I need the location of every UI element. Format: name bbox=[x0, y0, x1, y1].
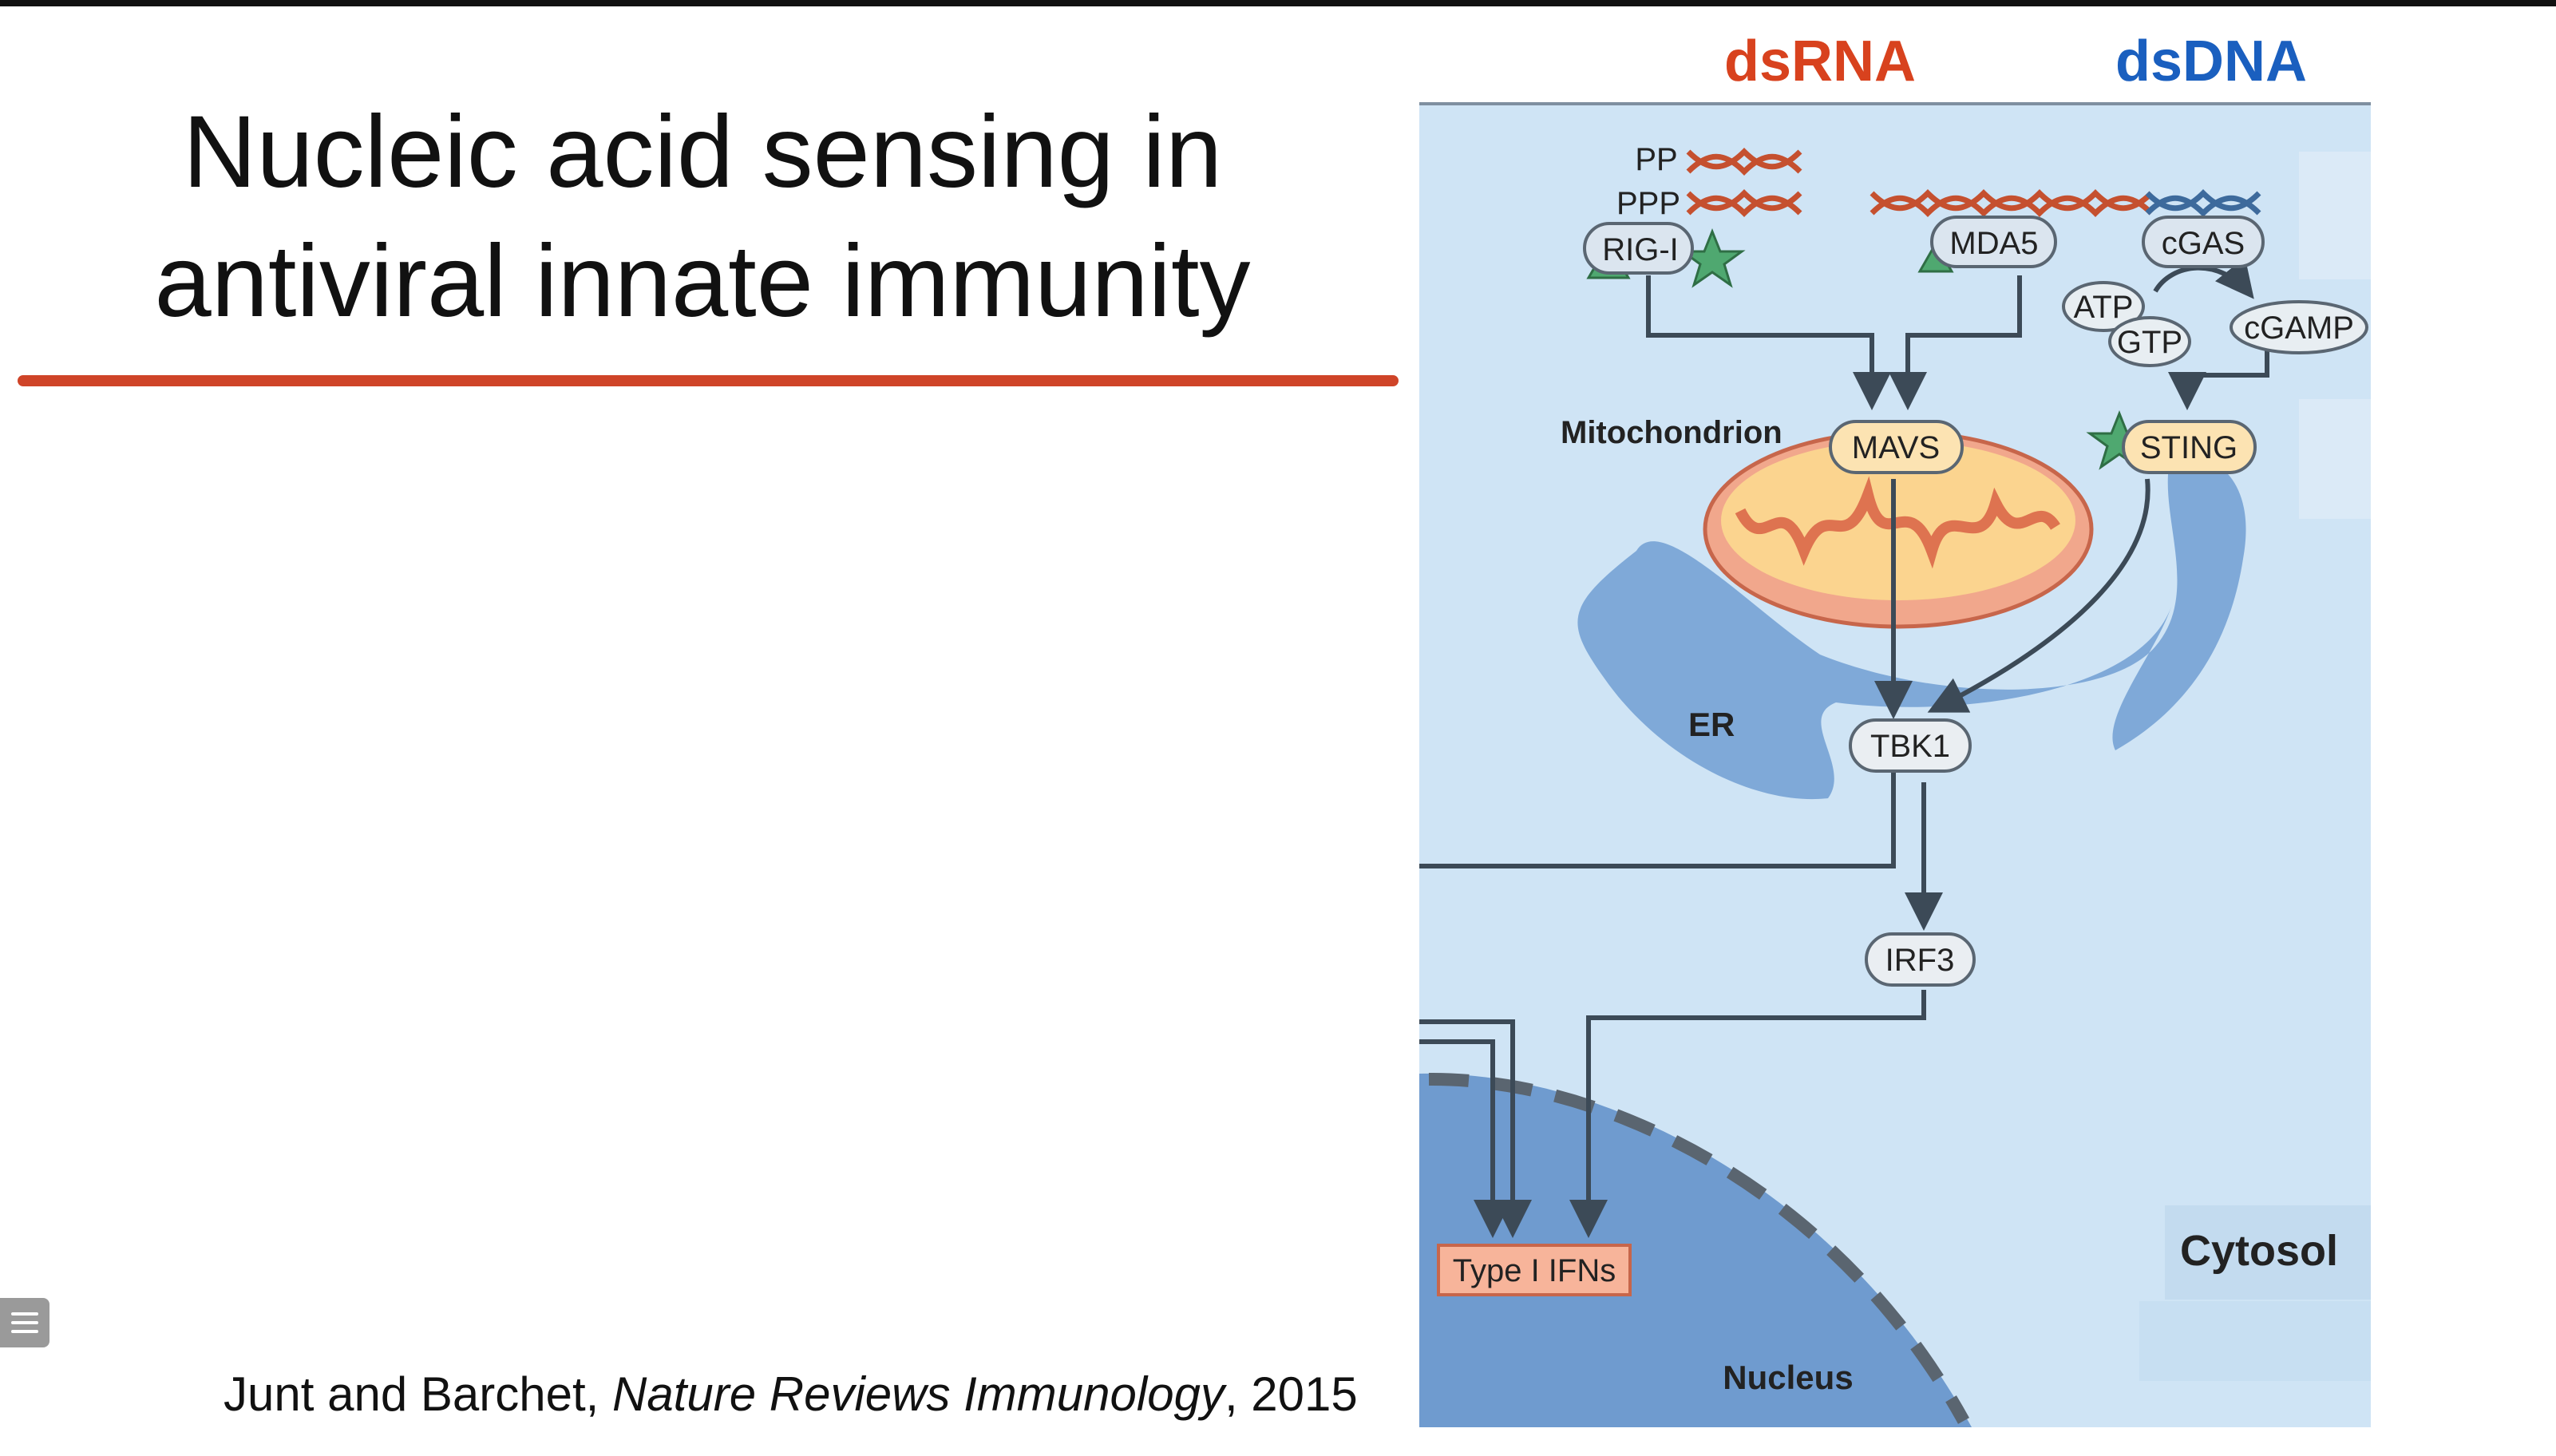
mavs-label: MAVS bbox=[1852, 430, 1940, 465]
irf3-label: IRF3 bbox=[1885, 943, 1955, 978]
ppp-label: PPP bbox=[1616, 186, 1680, 221]
atp-label: ATP bbox=[2074, 290, 2134, 325]
atp-node bbox=[2062, 281, 2145, 332]
pp-label: PP bbox=[1635, 142, 1677, 177]
cgas-node bbox=[2142, 216, 2265, 268]
citation-authors: Junt and Barchet, bbox=[224, 1367, 612, 1421]
top-border bbox=[0, 0, 2556, 6]
dsrna-header: dsRNA bbox=[1724, 30, 1917, 93]
dsdna-header: dsDNA bbox=[2115, 30, 2308, 93]
citation: Junt and Barchet, Nature Reviews Immunol… bbox=[224, 1367, 1358, 1422]
pp-rna-helix bbox=[1686, 148, 1802, 176]
gtp-node bbox=[2108, 316, 2191, 367]
title-line-2: antiviral innate immunity bbox=[154, 224, 1251, 338]
cgas-label: cGAS bbox=[2162, 226, 2245, 261]
tbk1-node bbox=[1849, 718, 1972, 773]
citation-year: , 2015 bbox=[1224, 1367, 1358, 1421]
ppp-rna-helix bbox=[1686, 189, 1802, 217]
type-i-ifns-label: Type I IFNs bbox=[1453, 1253, 1616, 1288]
sting-node bbox=[2122, 420, 2257, 474]
type-i-ifns-box bbox=[1437, 1244, 1632, 1296]
cytosol-label: Cytosol bbox=[2180, 1227, 2338, 1275]
nucleus-label: Nucleus bbox=[1723, 1359, 1853, 1396]
long-rna-helix bbox=[1870, 189, 2154, 217]
dna-helix bbox=[2145, 189, 2261, 217]
sting-label: STING bbox=[2140, 430, 2237, 465]
mda5-label: MDA5 bbox=[1949, 226, 2038, 261]
citation-journal: Nature Reviews Immunology bbox=[611, 1367, 1225, 1421]
nucleus-shape bbox=[1419, 1073, 1972, 1427]
outline-toggle-icon[interactable] bbox=[0, 1298, 49, 1347]
title-line-1: Nucleic acid sensing in bbox=[183, 95, 1222, 209]
title-underline bbox=[18, 375, 1399, 386]
mda5-node bbox=[1930, 216, 2057, 268]
irf3-node bbox=[1865, 932, 1976, 987]
cgamp-label: cGAMP bbox=[2244, 311, 2354, 346]
slide-title: Nucleic acid sensing in antiviral innate… bbox=[48, 88, 1357, 346]
mitochondrion-label: Mitochondrion bbox=[1561, 415, 1782, 450]
rig-i-label: RIG-I bbox=[1602, 232, 1679, 267]
mavs-node bbox=[1829, 420, 1964, 474]
rig-i-node bbox=[1583, 222, 1694, 275]
cytosol-box bbox=[2165, 1205, 2371, 1300]
er-shape bbox=[1577, 453, 2246, 800]
cgamp-node bbox=[2230, 300, 2368, 354]
tbk1-label: TBK1 bbox=[1870, 729, 1950, 764]
er-label: ER bbox=[1688, 706, 1735, 743]
gtp-label: GTP bbox=[2117, 325, 2182, 360]
